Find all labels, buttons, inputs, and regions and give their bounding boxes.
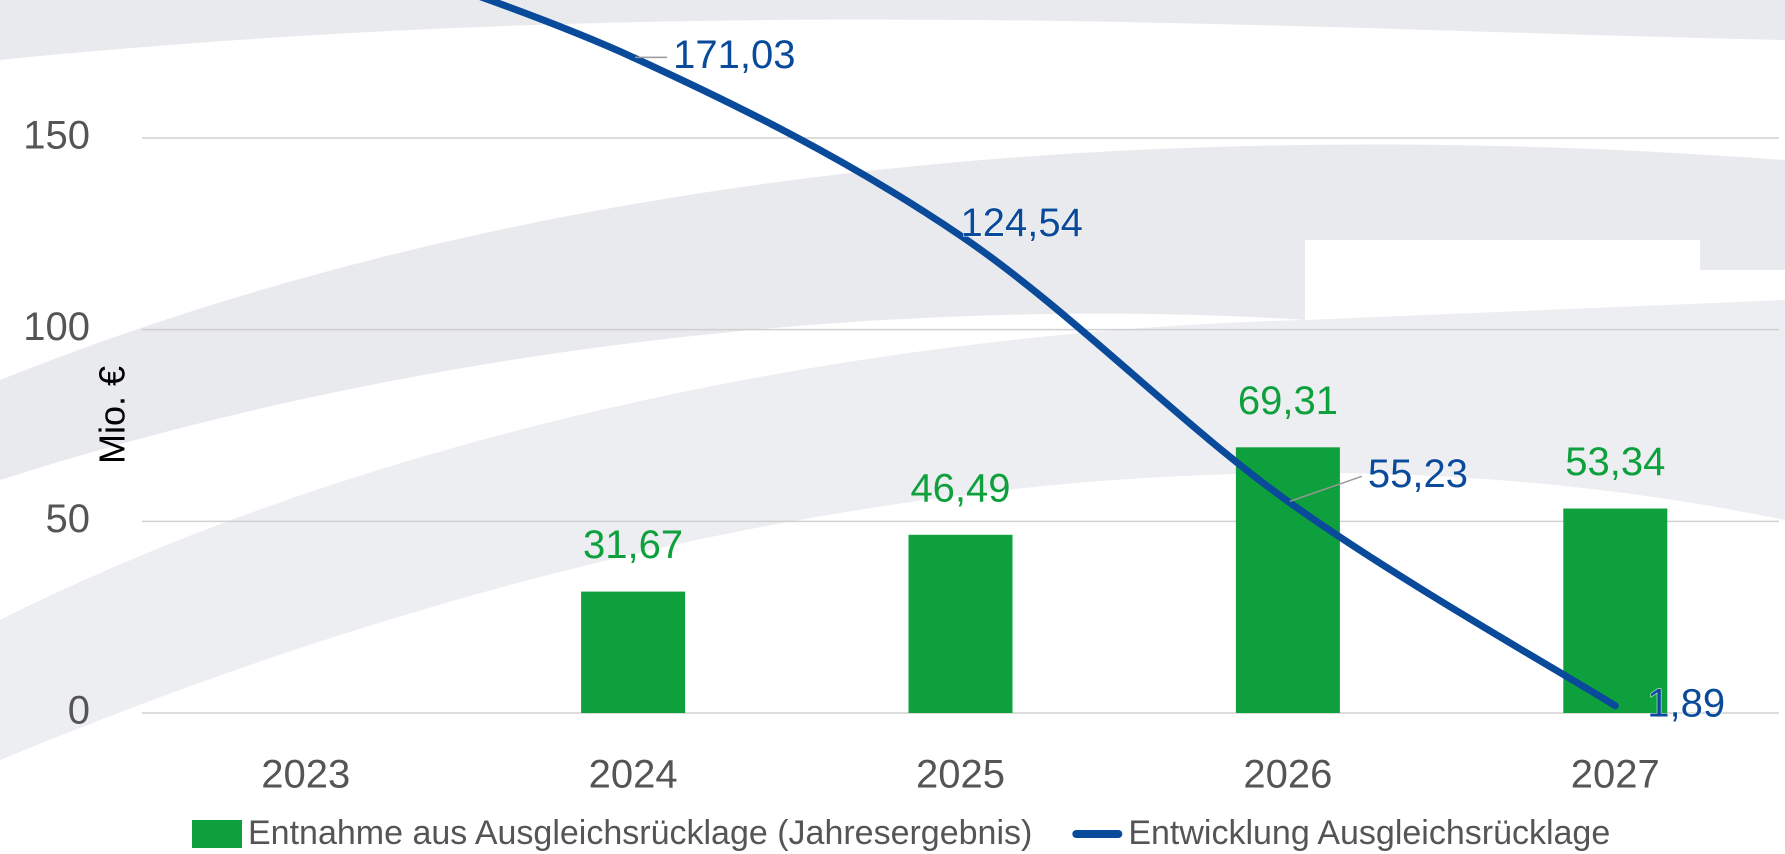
y-tick-label: 150 [23,114,90,158]
background-decoration [0,0,1785,760]
line-value-label: 124,54 [961,201,1083,245]
line-value-label: 1,89 [1647,681,1725,725]
y-tick-label: 50 [46,497,91,541]
leader-line [1289,475,1363,502]
y-tick-label: 100 [23,305,90,349]
x-tick-label: 2026 [1243,753,1332,797]
legend: Entnahme aus Ausgleichsrücklage (Jahrese… [192,814,1610,852]
bar [1563,508,1668,713]
y-axis-label: Mio. € [92,366,133,464]
line-value-label: 171,03 [673,33,795,77]
bar [581,591,686,713]
bar-value-label: 53,34 [1565,440,1665,484]
bar-value-label: 31,67 [583,523,683,567]
legend-swatch [192,820,242,848]
line-value-label: 55,23 [1368,452,1468,496]
x-tick-label: 2023 [261,753,350,797]
y-tick-label: 0 [68,689,90,733]
x-tick-label: 2024 [589,753,678,797]
legend-label: Entwicklung Ausgleichsrücklage [1128,814,1610,852]
bar-value-label: 69,31 [1238,379,1338,423]
line [479,0,1619,710]
legend-label: Entnahme aus Ausgleichsrücklage (Jahrese… [248,814,1032,852]
bar [1235,447,1340,713]
bar [908,534,1013,713]
x-tick-label: 2025 [916,753,1005,797]
line-group [479,0,1619,710]
x-tick-label: 2027 [1571,753,1660,797]
bar-value-label: 46,49 [910,466,1010,510]
